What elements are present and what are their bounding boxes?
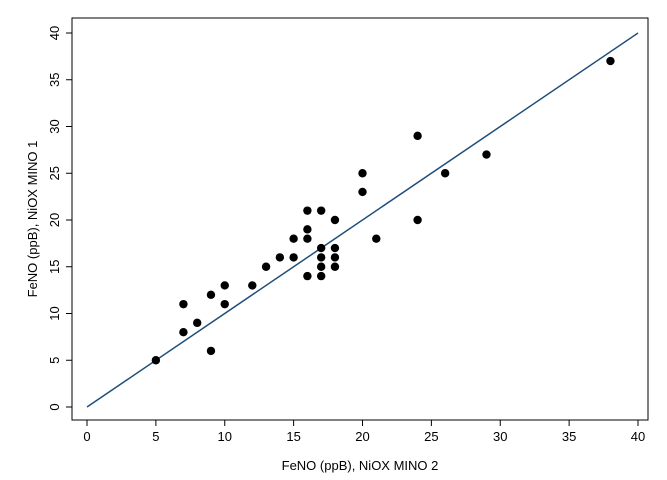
data-point (316, 271, 326, 281)
x-axis-title: FeNO (ppB), NiOX MINO 2 (282, 458, 439, 473)
data-points (151, 56, 615, 365)
y-tick-label: 35 (47, 73, 62, 87)
x-axis: 0 5 10 15 20 25 30 35 40 (83, 420, 645, 444)
x-tick-label: 5 (152, 429, 159, 444)
data-point (606, 56, 615, 66)
data-point (440, 169, 450, 178)
plot-border (71, 17, 649, 421)
data-point (372, 234, 381, 243)
x-tick-label: 0 (83, 429, 90, 444)
x-tick-label: 15 (286, 429, 300, 444)
data-point (289, 253, 298, 262)
data-point (303, 206, 312, 215)
data-point (316, 206, 326, 215)
data-point (330, 253, 340, 262)
y-tick-label: 5 (47, 357, 62, 364)
data-point (206, 290, 216, 299)
data-point (303, 225, 312, 234)
data-point (220, 299, 229, 309)
data-point (193, 318, 202, 328)
y-tick-label: 20 (47, 213, 62, 227)
y-tick-label: 40 (47, 26, 62, 40)
identity-line-group (86, 32, 639, 408)
data-point (330, 262, 340, 271)
y-tick-label: 30 (47, 119, 62, 133)
y-tick-label: 10 (47, 306, 62, 320)
data-point (330, 215, 340, 225)
data-point (220, 281, 229, 290)
x-tick-label: 30 (493, 429, 507, 444)
data-point (482, 150, 491, 159)
data-point (358, 187, 367, 197)
data-point (261, 262, 271, 271)
data-point (206, 346, 216, 356)
data-point (358, 169, 367, 178)
data-point (413, 215, 422, 225)
x-tick-label: 10 (218, 429, 232, 444)
x-tick-label: 35 (562, 429, 576, 444)
data-point (303, 271, 312, 281)
data-point (316, 262, 326, 271)
data-point (179, 328, 188, 337)
y-tick-label: 15 (47, 260, 62, 274)
data-point (151, 356, 161, 365)
data-point (316, 253, 326, 262)
x-tick-label: 40 (631, 429, 645, 444)
plot-frame (71, 17, 649, 421)
y-axis-title: FeNO (ppB), NiOX MINO 1 (25, 141, 40, 298)
data-point (179, 299, 188, 309)
x-tick-label: 25 (424, 429, 438, 444)
data-point (330, 243, 340, 253)
line-of-identity (86, 32, 639, 408)
data-point (316, 243, 326, 253)
data-point (275, 253, 285, 262)
data-point (248, 281, 257, 290)
y-tick-label: 25 (47, 166, 62, 180)
data-point (289, 234, 298, 243)
data-point (413, 131, 422, 141)
y-tick-label: 0 (47, 403, 62, 410)
x-tick-label: 20 (355, 429, 369, 444)
data-point (303, 234, 312, 243)
y-axis: 0 5 10 15 20 25 30 35 40 (47, 26, 72, 411)
